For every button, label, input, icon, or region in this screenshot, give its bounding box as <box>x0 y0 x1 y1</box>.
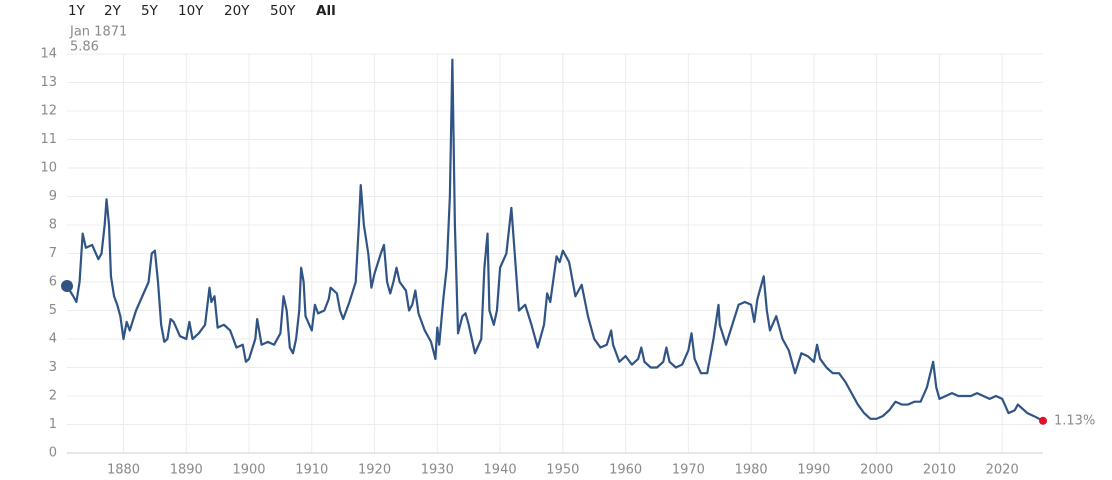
x-tick-label: 1970 <box>672 463 705 478</box>
x-tick-label: 1960 <box>609 463 642 478</box>
start-date-label: Jan 1871 <box>69 25 127 40</box>
range-button[interactable]: 2Y <box>104 3 122 19</box>
x-tick-label: 2000 <box>860 463 893 478</box>
y-tick-label: 12 <box>40 104 57 119</box>
y-tick-label: 9 <box>49 189 57 204</box>
start-marker <box>61 279 73 292</box>
x-tick-label: 1930 <box>421 463 454 478</box>
y-tick-label: 3 <box>49 360 57 375</box>
x-tick-label: 1900 <box>232 463 265 478</box>
y-tick-label: 0 <box>49 446 57 461</box>
y-tick-label: 13 <box>40 75 57 90</box>
x-tick-label: 1910 <box>295 463 328 478</box>
x-tick-label: 1920 <box>358 463 391 478</box>
y-tick-label: 4 <box>49 332 57 347</box>
y-tick-label: 8 <box>49 218 57 233</box>
y-tick-label: 11 <box>40 132 57 147</box>
x-tick-label: 2020 <box>986 463 1019 478</box>
end-marker <box>1039 416 1047 425</box>
x-tick-label: 1980 <box>735 463 768 478</box>
y-tick-label: 6 <box>49 275 57 290</box>
x-tick-label: 1940 <box>484 463 517 478</box>
x-tick-label: 1950 <box>546 463 579 478</box>
y-tick-label: 2 <box>49 389 57 404</box>
y-tick-label: 7 <box>49 246 57 261</box>
x-tick-label: 2010 <box>923 463 956 478</box>
y-tick-label: 1 <box>49 417 57 432</box>
range-button[interactable]: 1Y <box>68 3 86 19</box>
x-tick-label: 1990 <box>797 463 830 478</box>
y-tick-label: 14 <box>40 47 57 62</box>
line-series <box>66 58 1044 422</box>
y-tick-label: 5 <box>49 303 57 318</box>
end-value-label: 1.13% <box>1054 413 1095 428</box>
range-button[interactable]: 10Y <box>178 3 204 19</box>
range-button[interactable]: All <box>316 3 336 19</box>
range-button[interactable]: 20Y <box>224 3 250 19</box>
x-tick-label: 1890 <box>170 463 203 478</box>
x-tick-label: 1880 <box>107 463 140 478</box>
range-button[interactable]: 50Y <box>270 3 296 19</box>
y-tick-label: 10 <box>40 161 57 176</box>
start-value-label: 5.86 <box>70 40 99 55</box>
range-button[interactable]: 5Y <box>141 3 159 19</box>
